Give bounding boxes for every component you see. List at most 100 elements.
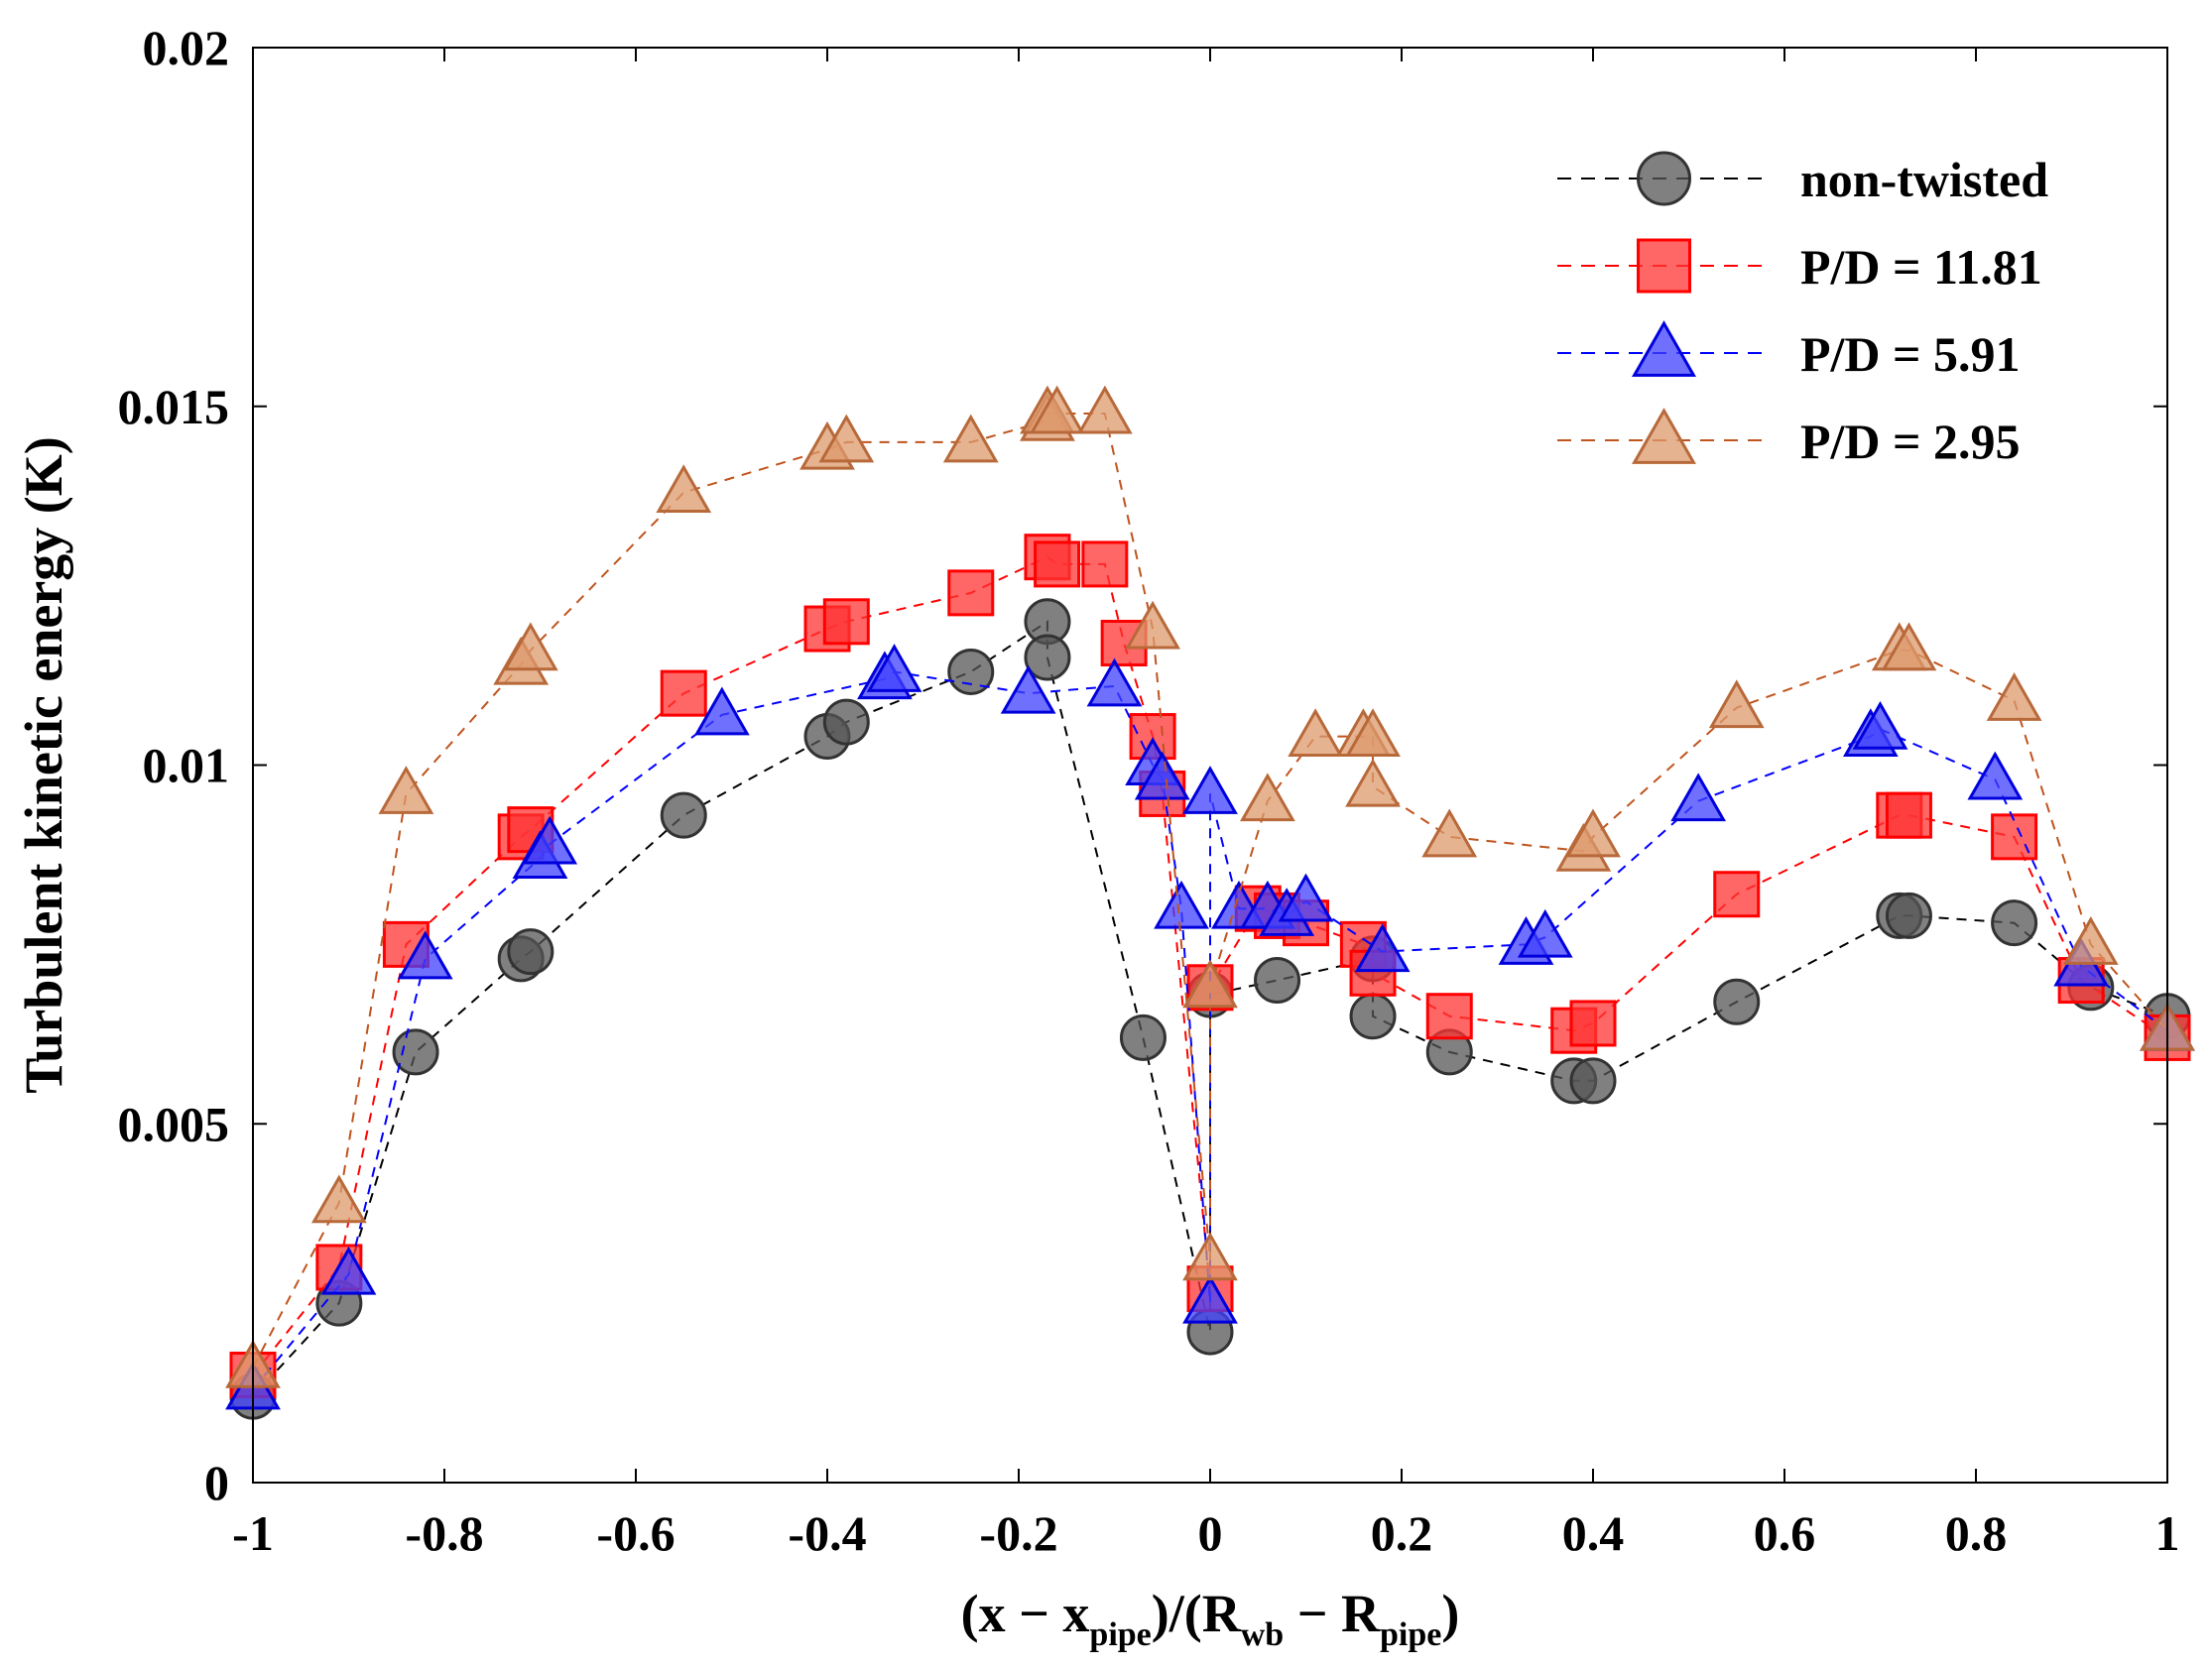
data-point — [1278, 873, 1334, 922]
data-point — [1517, 908, 1573, 958]
x-tick-label: 0.2 — [1371, 1505, 1433, 1561]
data-point — [947, 569, 995, 617]
data-point — [1182, 766, 1238, 814]
y-axis-title: Turbulent kinetic energy (K) — [14, 436, 73, 1094]
data-point — [1024, 634, 1071, 681]
data-point — [866, 644, 922, 692]
y-tick-label: 0.01 — [143, 738, 230, 793]
data-point — [818, 414, 875, 463]
x-title-subscript: pipe — [1089, 1616, 1151, 1653]
data-point — [1086, 657, 1143, 707]
data-point — [522, 815, 578, 865]
legend-marker — [1637, 151, 1691, 206]
legend-item: non-twisted — [1557, 151, 2048, 207]
data-point — [2062, 916, 2119, 965]
data-point — [1119, 1014, 1167, 1061]
x-tick-label: 0.8 — [1945, 1505, 2008, 1561]
legend-label: P/D = 2.95 — [1800, 414, 2021, 469]
data-point — [397, 930, 453, 980]
data-point — [310, 1174, 367, 1224]
series-3 — [225, 385, 2195, 1388]
data-point — [1852, 701, 1908, 750]
data-point — [1182, 1274, 1238, 1324]
data-point — [1034, 540, 1081, 588]
x-title-part: ) — [1441, 1584, 1459, 1643]
series-layer — [225, 385, 2195, 1420]
x-tick-label: 0.6 — [1754, 1505, 1816, 1561]
x-tick-label: -0.2 — [979, 1505, 1057, 1561]
data-point — [320, 1246, 377, 1295]
data-point — [1569, 1000, 1617, 1047]
data-point — [1565, 808, 1621, 858]
data-point — [1240, 773, 1295, 822]
data-point — [378, 766, 434, 814]
x-tick-label: -0.4 — [788, 1505, 866, 1561]
data-point — [392, 1028, 439, 1076]
y-tick-label: 0 — [204, 1455, 229, 1510]
data-point — [1354, 923, 1411, 973]
legend: non-twisted P/D = 11.81 P/D = 5.91 P/D = 2.… — [1557, 151, 2048, 469]
data-point — [1182, 959, 1238, 1009]
data-point — [1076, 385, 1133, 434]
data-point — [1154, 880, 1209, 929]
data-point — [1182, 1232, 1238, 1281]
legend-item: P/D = 2.95 — [1557, 408, 2021, 469]
x-tick-label: 0 — [1198, 1505, 1223, 1561]
data-point — [1885, 892, 1932, 939]
x-tick-label: -1 — [232, 1505, 274, 1561]
data-point — [1986, 672, 2042, 721]
data-point — [1125, 600, 1180, 650]
data-point — [660, 669, 707, 717]
x-tick-label: 1 — [2155, 1505, 2180, 1561]
legend-marker — [1632, 320, 1696, 377]
data-point — [1254, 957, 1301, 1005]
y-tick-label: 0.015 — [118, 379, 230, 434]
data-point — [1081, 540, 1129, 588]
data-point — [1029, 385, 1085, 434]
legend-item: P/D = 5.91 — [1557, 320, 2021, 382]
legend-label: P/D = 11.81 — [1800, 239, 2042, 295]
data-point — [1349, 993, 1397, 1040]
data-point — [1345, 708, 1401, 758]
data-point — [1713, 871, 1761, 918]
x-title-subscript: pipe — [1380, 1616, 1441, 1653]
data-point — [1670, 773, 1727, 822]
data-point — [693, 686, 750, 736]
legend-label: P/D = 5.91 — [1800, 326, 2021, 382]
data-point — [1569, 1057, 1617, 1105]
series-line — [252, 670, 2168, 1390]
legend-label: non-twisted — [1800, 152, 2048, 207]
data-point — [1345, 758, 1401, 807]
data-point — [1885, 791, 1932, 839]
data-point — [1708, 679, 1765, 729]
data-point — [1000, 664, 1056, 714]
y-tick-label: 0.005 — [118, 1096, 230, 1151]
data-point — [822, 598, 870, 646]
data-point — [1967, 751, 2024, 800]
x-axis-title: (x − xpipe)/(Rwb − Rpipe) — [961, 1584, 1460, 1653]
x-title-part: − R — [1284, 1584, 1381, 1643]
data-point — [1991, 899, 2038, 947]
data-point — [656, 464, 712, 514]
x-tick-label: -0.6 — [596, 1505, 675, 1561]
data-point — [507, 928, 554, 976]
data-point — [660, 791, 707, 839]
legend-marker — [1632, 408, 1696, 464]
legend-item: P/D = 11.81 — [1557, 238, 2042, 295]
data-point — [1288, 708, 1344, 758]
data-point — [1425, 993, 1473, 1040]
data-point — [1713, 978, 1761, 1025]
data-point — [1134, 751, 1190, 800]
data-point — [502, 622, 558, 671]
data-point — [822, 698, 870, 746]
data-point — [947, 648, 995, 695]
x-title-subscript: wb — [1241, 1616, 1284, 1653]
x-title-part: )/(R — [1152, 1584, 1242, 1643]
x-tick-label: 0.4 — [1562, 1505, 1625, 1561]
y-tick-label: 0.02 — [143, 20, 230, 75]
data-point — [1421, 808, 1478, 858]
data-point — [942, 414, 999, 463]
legend-marker — [1637, 238, 1691, 294]
